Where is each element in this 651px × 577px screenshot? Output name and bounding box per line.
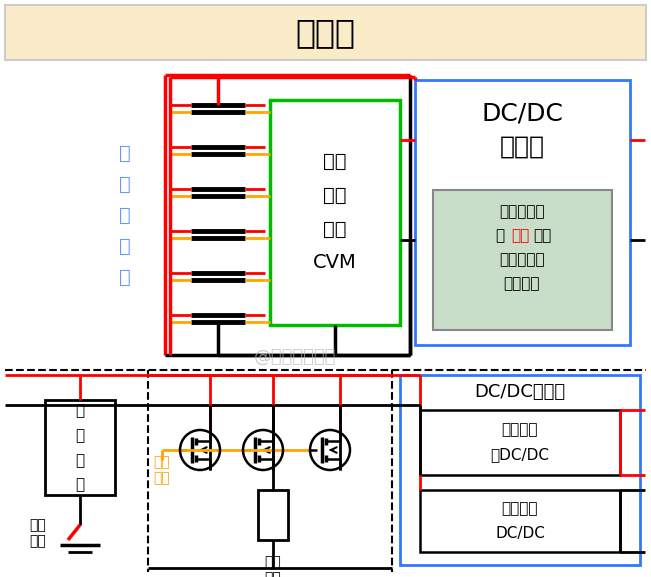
Text: 主功率变
换DC/DC: 主功率变 换DC/DC	[490, 422, 549, 462]
Text: 内嵌扰动施: 内嵌扰动施	[499, 204, 545, 219]
Bar	[5, 5, 646, 60]
Text: 单片
电压
巡检
CVM: 单片 电压 巡检 CVM	[313, 152, 357, 272]
Text: 计算软件: 计算软件	[504, 276, 540, 291]
Bar	[415, 80, 630, 345]
Bar	[420, 410, 620, 475]
Bar	[258, 490, 288, 540]
Text: 模块: 模块	[533, 228, 551, 243]
Text: 硬件: 硬件	[511, 228, 529, 243]
Text: 与电堆阻抗: 与电堆阻抗	[499, 253, 545, 268]
Text: 第一类: 第一类	[295, 17, 355, 50]
Text: 门极
电压: 门极 电压	[154, 455, 171, 485]
Bar	[433, 190, 612, 330]
Bar	[45, 400, 115, 495]
Text: 燃
料
电
池
堆: 燃 料 电 池 堆	[119, 144, 131, 287]
Text: @燃料电池干货: @燃料电池干货	[254, 348, 336, 366]
Bar	[270, 100, 400, 325]
Text: 加: 加	[495, 228, 505, 243]
Bar	[400, 375, 640, 565]
Bar	[420, 490, 620, 552]
Text: DC/DC变换器: DC/DC变换器	[475, 383, 566, 401]
Text: DC/DC
变换器: DC/DC 变换器	[481, 101, 563, 159]
Text: 放
电
电
阻: 放 电 电 阻	[76, 403, 85, 492]
Text: 高频
开关: 高频 开关	[30, 518, 46, 548]
Text: 采样
电阻: 采样 电阻	[264, 555, 281, 577]
Text: 高频变换
DC/DC: 高频变换 DC/DC	[495, 501, 545, 541]
